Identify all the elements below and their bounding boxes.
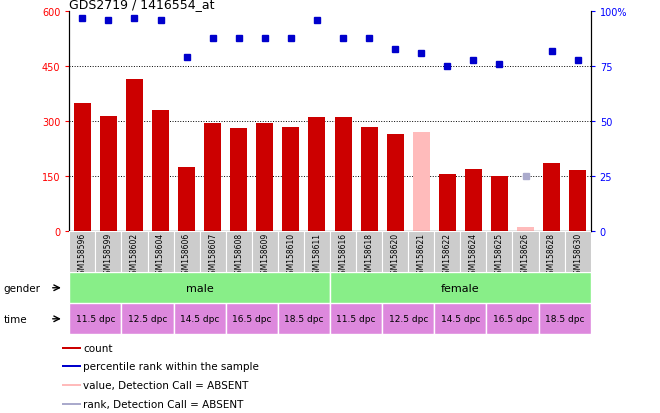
- Bar: [61, 366, 81, 368]
- Text: GSM158628: GSM158628: [547, 233, 556, 278]
- Bar: [387, 135, 404, 231]
- Text: GSM158630: GSM158630: [573, 233, 582, 279]
- Text: time: time: [3, 314, 27, 324]
- Bar: [148, 231, 174, 273]
- Text: count: count: [83, 343, 113, 353]
- Text: GSM158604: GSM158604: [156, 233, 165, 279]
- Bar: [434, 304, 486, 335]
- Text: GSM158606: GSM158606: [182, 233, 191, 279]
- Text: GSM158625: GSM158625: [495, 233, 504, 278]
- Bar: [178, 167, 195, 231]
- Bar: [409, 231, 434, 273]
- Bar: [569, 171, 586, 231]
- Bar: [412, 133, 430, 231]
- Text: GSM158609: GSM158609: [260, 233, 269, 279]
- Bar: [96, 231, 121, 273]
- Text: GSM158616: GSM158616: [339, 233, 348, 278]
- Bar: [61, 384, 81, 386]
- Text: GSM158621: GSM158621: [416, 233, 426, 278]
- Text: rank, Detection Call = ABSENT: rank, Detection Call = ABSENT: [83, 399, 244, 409]
- Bar: [539, 231, 565, 273]
- Text: 12.5 dpc: 12.5 dpc: [389, 315, 428, 323]
- Bar: [226, 304, 278, 335]
- Text: 18.5 dpc: 18.5 dpc: [545, 315, 584, 323]
- Text: GSM158618: GSM158618: [364, 233, 374, 278]
- Bar: [226, 231, 252, 273]
- Bar: [61, 403, 81, 405]
- Bar: [282, 127, 300, 231]
- Bar: [439, 175, 456, 231]
- Bar: [330, 304, 382, 335]
- Text: GSM158602: GSM158602: [130, 233, 139, 278]
- Text: GSM158610: GSM158610: [286, 233, 296, 278]
- Bar: [308, 118, 325, 231]
- Bar: [174, 304, 226, 335]
- Text: 14.5 dpc: 14.5 dpc: [441, 315, 480, 323]
- Text: 14.5 dpc: 14.5 dpc: [180, 315, 219, 323]
- Bar: [256, 123, 273, 231]
- Bar: [543, 164, 560, 231]
- Bar: [330, 231, 356, 273]
- Text: GDS2719 / 1416554_at: GDS2719 / 1416554_at: [69, 0, 214, 11]
- Bar: [126, 80, 143, 231]
- Text: GSM158596: GSM158596: [78, 233, 87, 279]
- Bar: [74, 104, 91, 231]
- Bar: [356, 231, 382, 273]
- Bar: [121, 304, 174, 335]
- Bar: [486, 231, 513, 273]
- Bar: [204, 123, 221, 231]
- Text: GSM158622: GSM158622: [443, 233, 452, 278]
- Bar: [69, 273, 330, 304]
- Text: female: female: [441, 283, 480, 293]
- Bar: [100, 116, 117, 231]
- Bar: [330, 273, 591, 304]
- Text: value, Detection Call = ABSENT: value, Detection Call = ABSENT: [83, 380, 249, 390]
- Text: GSM158611: GSM158611: [312, 233, 321, 278]
- Text: 11.5 dpc: 11.5 dpc: [337, 315, 376, 323]
- Text: GSM158626: GSM158626: [521, 233, 530, 278]
- Bar: [565, 231, 591, 273]
- Bar: [152, 111, 169, 231]
- Text: GSM158607: GSM158607: [208, 233, 217, 279]
- Text: 18.5 dpc: 18.5 dpc: [284, 315, 323, 323]
- Text: GSM158624: GSM158624: [469, 233, 478, 278]
- Text: 11.5 dpc: 11.5 dpc: [76, 315, 115, 323]
- Bar: [230, 129, 248, 231]
- Text: gender: gender: [3, 283, 40, 293]
- Text: GSM158608: GSM158608: [234, 233, 244, 278]
- Bar: [69, 231, 96, 273]
- Bar: [335, 118, 352, 231]
- Bar: [304, 231, 330, 273]
- Text: 16.5 dpc: 16.5 dpc: [493, 315, 532, 323]
- Bar: [513, 231, 539, 273]
- Bar: [174, 231, 200, 273]
- Bar: [200, 231, 226, 273]
- Bar: [278, 231, 304, 273]
- Text: 12.5 dpc: 12.5 dpc: [128, 315, 167, 323]
- Bar: [252, 231, 278, 273]
- Bar: [69, 304, 121, 335]
- Bar: [278, 304, 330, 335]
- Bar: [382, 231, 409, 273]
- Bar: [465, 169, 482, 231]
- Text: 16.5 dpc: 16.5 dpc: [232, 315, 271, 323]
- Bar: [61, 347, 81, 349]
- Text: GSM158620: GSM158620: [391, 233, 400, 278]
- Bar: [491, 177, 508, 231]
- Bar: [121, 231, 148, 273]
- Text: male: male: [185, 283, 214, 293]
- Text: percentile rank within the sample: percentile rank within the sample: [83, 361, 259, 372]
- Bar: [461, 231, 486, 273]
- Bar: [360, 127, 378, 231]
- Bar: [517, 228, 534, 231]
- Bar: [434, 231, 461, 273]
- Bar: [486, 304, 539, 335]
- Bar: [539, 304, 591, 335]
- Text: GSM158599: GSM158599: [104, 233, 113, 279]
- Bar: [382, 304, 434, 335]
